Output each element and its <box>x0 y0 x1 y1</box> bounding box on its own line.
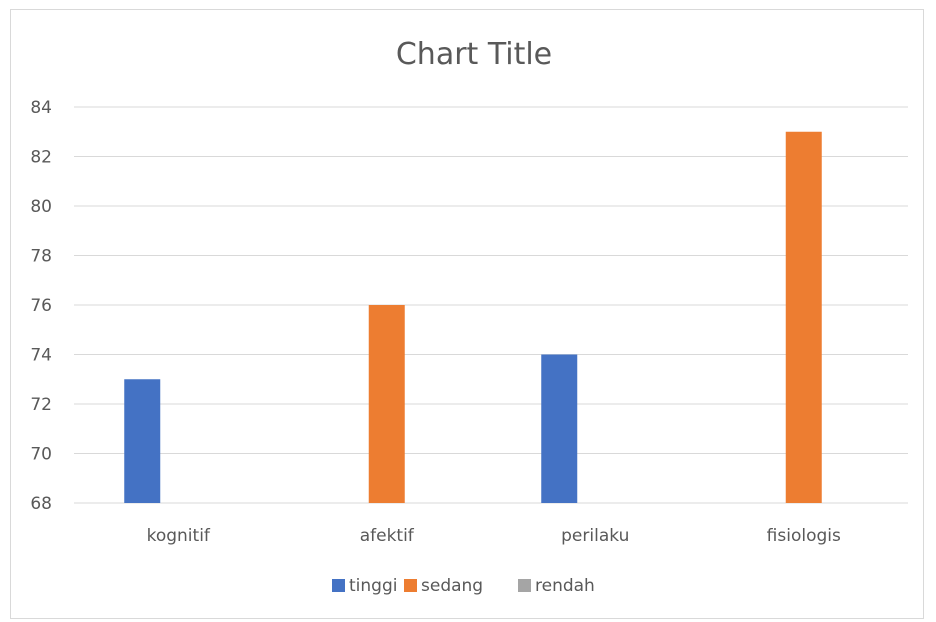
y-tick-label: 76 <box>30 296 52 316</box>
bar-tinggi-perilaku <box>541 354 578 503</box>
y-tick-label: 68 <box>30 494 52 514</box>
bar-sedang-afektif <box>368 305 405 503</box>
legend-label-tinggi: tinggi <box>349 576 397 596</box>
bar-sedang-fisiologis <box>785 131 822 503</box>
legend-swatch-rendah <box>518 579 531 592</box>
legend-swatch-tinggi <box>332 579 345 592</box>
y-tick-label: 72 <box>30 395 52 415</box>
x-axis-categories: kognitif afektif perilaku fisiologis <box>147 526 841 546</box>
y-tick-label: 80 <box>30 197 52 217</box>
chart-title: Chart Title <box>396 37 552 72</box>
category-label: perilaku <box>561 526 629 546</box>
legend-label-rendah: rendah <box>535 576 595 596</box>
category-label: fisiologis <box>767 526 841 546</box>
category-label: afektif <box>360 526 415 546</box>
y-tick-label: 82 <box>30 148 52 168</box>
y-tick-label: 70 <box>30 445 52 465</box>
y-tick-label: 84 <box>30 98 52 118</box>
category-label: kognitif <box>147 526 211 546</box>
legend-swatch-sedang <box>404 579 417 592</box>
y-tick-label: 78 <box>30 247 52 267</box>
bars <box>124 131 822 503</box>
legend: tinggi sedang rendah <box>332 576 595 596</box>
y-axis-ticks: 68 70 72 74 76 78 80 82 84 <box>30 98 52 514</box>
chart-frame <box>10 9 924 619</box>
legend-label-sedang: sedang <box>421 576 483 596</box>
gridlines <box>74 106 908 504</box>
bar-tinggi-kognitif <box>124 379 161 503</box>
y-tick-label: 74 <box>30 346 52 366</box>
